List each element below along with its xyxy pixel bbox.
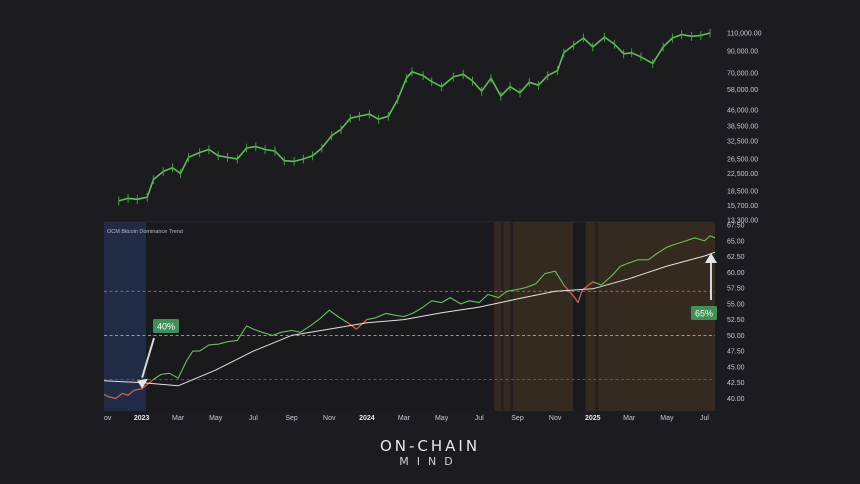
indicator-y-tick: 65.00 [727,238,745,245]
below-trend-segment [577,289,583,303]
below-trend-segment [122,392,129,396]
indicator-y-tick: 55.00 [727,301,745,308]
price-y-tick: 26,500.00 [727,156,758,163]
x-axis-tick: 2023 [134,415,150,422]
below-trend-segment [127,389,135,396]
x-axis-tick: Mar [172,415,185,422]
price-y-tick: 38,500.00 [727,123,758,130]
price-panel: 110,000.00 90,000.00 70,000.00 58,000.00 46,… [118,28,762,225]
x-axis-tick: Nov [323,415,336,422]
x-axis-tick: May [660,415,674,422]
below-trend-segment [355,319,368,330]
indicator-y-tick: 67.50 [727,223,745,230]
below-trend-segment [573,295,579,303]
x-axis-tick: Jul [475,415,484,422]
indicator-y-tick: 42.50 [727,380,745,387]
x-axis-tick: Sep [511,415,524,422]
x-axis-tick: Nov [549,415,562,422]
regime-gap-0 [500,222,504,411]
below-trend-segment [109,396,116,399]
annotation-label-40: 40% [157,322,175,332]
annotation-arrowhead-40 [137,378,149,389]
indicator-y-tick: 52.50 [727,317,745,324]
x-axis-tick: Jul [700,415,709,422]
price-y-tick: 70,000.00 [727,71,758,78]
annotation-badge-65 [691,306,717,320]
shaded-period-1 [494,222,574,411]
below-trend-segment [115,392,123,399]
below-trend-segment [134,388,142,391]
annotation-badge-40 [153,319,179,333]
x-axis-tick: 2025 [585,415,601,422]
price-y-tick: 22,500.00 [727,171,758,178]
price-y-tick: 90,000.00 [727,48,758,55]
below-trend-segment [581,281,594,291]
regime-gap-3 [595,222,599,411]
dominance-series-0 [103,235,716,399]
price-series [118,32,711,202]
indicator-y-tick: 57.50 [727,286,745,293]
indicator-y-tick: 60.00 [727,270,745,277]
x-axis-tick: May [435,415,449,422]
brand-logo-top: ON-CHAIN [379,437,481,455]
brand-logo-bottom: MIND [399,455,461,468]
annotation-arrowhead-65 [705,253,717,263]
indicator-y-tick: 40.00 [727,396,745,403]
x-axis-tick: ov [104,415,112,422]
indicator-y-tick: 45.00 [727,364,745,371]
below-trend-segment [103,394,110,398]
dominance-panel: OCM Bitcoin Dominance Trend 40% 65% 67.50 65… [103,221,745,422]
dominance-series-1 [103,251,716,387]
indicator-y-tick: 50.00 [727,333,745,340]
indicator-title: OCM Bitcoin Dominance Trend [107,229,183,235]
x-axis-tick: Mar [623,415,636,422]
price-y-tick: 46,000.00 [727,108,758,115]
regime-gap-1 [510,222,514,411]
price-y-tick: 110,000.00 [727,31,762,38]
indicator-y-tick: 47.50 [727,349,745,356]
x-axis-tick: May [209,415,223,422]
below-trend-segment [141,384,148,390]
below-trend-segment [347,322,357,330]
x-axis-tick: Mar [398,415,411,422]
annotation-arrow-40 [141,337,155,378]
annotation-label-65: 65% [695,309,713,319]
x-axis-tick: Sep [285,415,298,422]
price-y-tick: 18,500.00 [727,188,758,195]
price-y-tick: 13,300.00 [727,218,758,225]
price-y-tick: 15,700.00 [727,203,758,210]
x-axis-tick: 2024 [359,415,375,422]
price-y-tick: 58,000.00 [727,87,758,94]
price-y-tick: 32,500.00 [727,138,758,145]
x-axis-tick: Jul [249,415,258,422]
regime-gap-2 [577,222,581,411]
indicator-y-tick: 62.50 [727,254,745,261]
